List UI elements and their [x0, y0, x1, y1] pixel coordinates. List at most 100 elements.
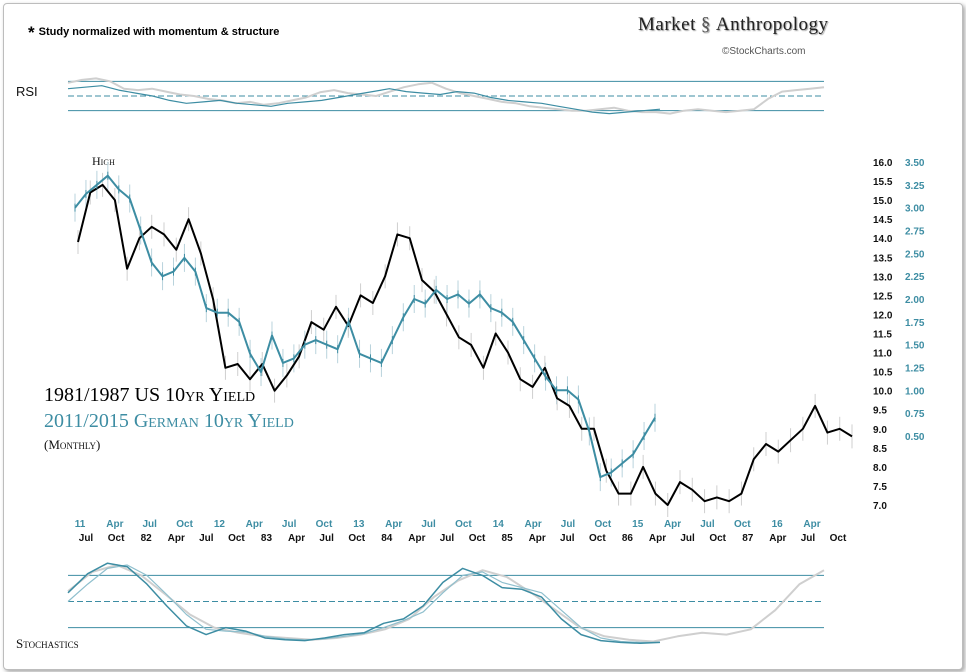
- right-axis-tick: 3.50: [905, 158, 925, 169]
- left-axis-tick: 13.0: [873, 272, 893, 283]
- x-axis-tick-german: 12: [214, 519, 226, 530]
- left-axis-tick: 12.0: [873, 310, 893, 321]
- x-axis-tick-us: Jul: [199, 533, 214, 544]
- rsi-panel-label: RSI: [16, 84, 38, 99]
- right-axis-tick: 1.50: [905, 341, 925, 352]
- x-axis-tick-us: Apr: [288, 533, 305, 544]
- left-axis-tick: 11.0: [873, 349, 892, 360]
- x-axis-tick-us: Oct: [709, 533, 726, 544]
- x-axis-tick-us: Jul: [801, 533, 816, 544]
- x-axis-tick-german: Oct: [176, 519, 193, 530]
- x-axis-tick-german: Apr: [803, 519, 820, 530]
- x-axis-tick-us: 82: [141, 533, 153, 544]
- left-axis-tick: 10.5: [873, 368, 893, 379]
- right-axis-tick: 2.25: [905, 272, 925, 283]
- right-axis-tick: 2.75: [905, 227, 925, 238]
- x-axis-tick-us: 84: [381, 533, 393, 544]
- stochastics-panel-label: Stochastics: [16, 636, 79, 651]
- x-axis-tick-us: Jul: [79, 533, 94, 544]
- left-axis-tick: 7.5: [873, 482, 887, 493]
- x-axis-tick-german: Oct: [316, 519, 333, 530]
- x-axis-tick-us: Apr: [168, 533, 185, 544]
- title-us-series: 1981/1987 US 10yr Yield: [44, 384, 256, 406]
- x-axis-tick-german: 11: [75, 519, 86, 530]
- title-frequency: (Monthly): [44, 437, 101, 452]
- left-axis-tick: 14.5: [873, 215, 893, 226]
- x-axis-tick-german: Oct: [734, 519, 751, 530]
- x-axis-tick-german: Jul: [561, 519, 576, 530]
- left-axis-tick: 13.5: [873, 253, 893, 264]
- x-axis-tick-us: Oct: [589, 533, 606, 544]
- x-axis-tick-us: Jul: [319, 533, 334, 544]
- x-axis-tick-german: Apr: [106, 519, 123, 530]
- right-axis-tick: 3.25: [905, 181, 925, 192]
- x-axis-tick-us: Jul: [560, 533, 575, 544]
- stoch-d-line-german: [67, 564, 660, 644]
- x-axis-tick-us: Apr: [649, 533, 666, 544]
- right-axis-tick: 0.75: [905, 409, 925, 420]
- left-axis-tick: 11.5: [873, 330, 892, 341]
- x-axis-tick-us: Jul: [680, 533, 695, 544]
- note-text: Study normalized with momentum & structu…: [38, 26, 280, 38]
- left-axis-tick: 15.5: [873, 177, 893, 188]
- left-axis-tick: 10.0: [873, 387, 893, 398]
- right-axis-tick: 1.75: [905, 318, 925, 329]
- x-axis-tick-german: Apr: [525, 519, 542, 530]
- left-axis-tick: 7.0: [873, 501, 887, 512]
- high-annotation: High: [92, 154, 115, 168]
- x-axis-tick-us: Oct: [228, 533, 245, 544]
- title-german-series: 2011/2015 German 10yr Yield: [44, 410, 294, 432]
- left-axis-tick: 12.5: [873, 291, 893, 302]
- x-axis-tick-german: Jul: [700, 519, 715, 530]
- x-axis-tick-german: Apr: [664, 519, 681, 530]
- x-axis-tick-german: 14: [493, 519, 505, 530]
- brand-right: Anthropology: [715, 14, 829, 35]
- right-axis-tick: 2.00: [905, 295, 925, 306]
- right-axis-tick: 0.50: [905, 432, 925, 443]
- stoch-k-line-german: [67, 562, 661, 645]
- x-axis-tick-us: Apr: [769, 533, 786, 544]
- left-axis-tick: 8.0: [873, 463, 887, 474]
- left-axis-tick: 16.0: [873, 158, 893, 169]
- x-axis-tick-us: Oct: [469, 533, 486, 544]
- left-axis-tick: 8.5: [873, 444, 887, 455]
- x-axis-tick-us: Jul: [440, 533, 455, 544]
- brand-left: Market: [638, 14, 696, 35]
- us-10yr-line: [77, 183, 853, 506]
- rsi-line-german: [67, 85, 661, 115]
- x-axis-tick-german: 16: [772, 519, 784, 530]
- note-symbol: *: [28, 23, 35, 42]
- dna-icon: §: [700, 14, 711, 35]
- x-axis-tick-us: 87: [742, 533, 754, 544]
- stoch-line-us: [67, 564, 825, 643]
- brand-logo: Market § Anthropology: [638, 14, 828, 36]
- x-axis-tick-german: Oct: [595, 519, 612, 530]
- study-note: * Study normalized with momentum & struct…: [28, 20, 280, 42]
- german-10yr-line: [74, 174, 656, 479]
- x-axis-tick-german: Oct: [455, 519, 472, 530]
- x-axis-tick-german: Apr: [246, 519, 263, 530]
- right-axis-tick: 3.00: [905, 204, 925, 215]
- x-axis-tick-us: Oct: [830, 533, 847, 544]
- x-axis-tick-us: 85: [502, 533, 514, 544]
- right-axis-tick: 2.50: [905, 249, 925, 260]
- x-axis-tick-german: 15: [632, 519, 644, 530]
- x-axis-tick-german: Jul: [282, 519, 297, 530]
- x-axis-tick-us: Apr: [529, 533, 546, 544]
- left-axis-tick: 15.0: [873, 196, 893, 207]
- left-axis-tick: 9.0: [873, 425, 887, 436]
- x-axis-tick-us: 86: [622, 533, 634, 544]
- x-axis-tick-german: 13: [353, 519, 365, 530]
- x-axis-tick-us: Oct: [348, 533, 365, 544]
- right-axis-tick: 1.00: [905, 386, 925, 397]
- chart-frame: [3, 3, 963, 670]
- x-axis-tick-us: Oct: [108, 533, 125, 544]
- x-axis-tick-us: Apr: [408, 533, 425, 544]
- x-axis-tick-german: Apr: [385, 519, 402, 530]
- right-axis-tick: 1.25: [905, 364, 925, 375]
- left-axis-tick: 14.0: [873, 234, 893, 245]
- left-axis-tick: 9.5: [873, 406, 887, 417]
- source-credit: ©StockCharts.com: [722, 46, 806, 57]
- x-axis-tick-german: Jul: [142, 519, 157, 530]
